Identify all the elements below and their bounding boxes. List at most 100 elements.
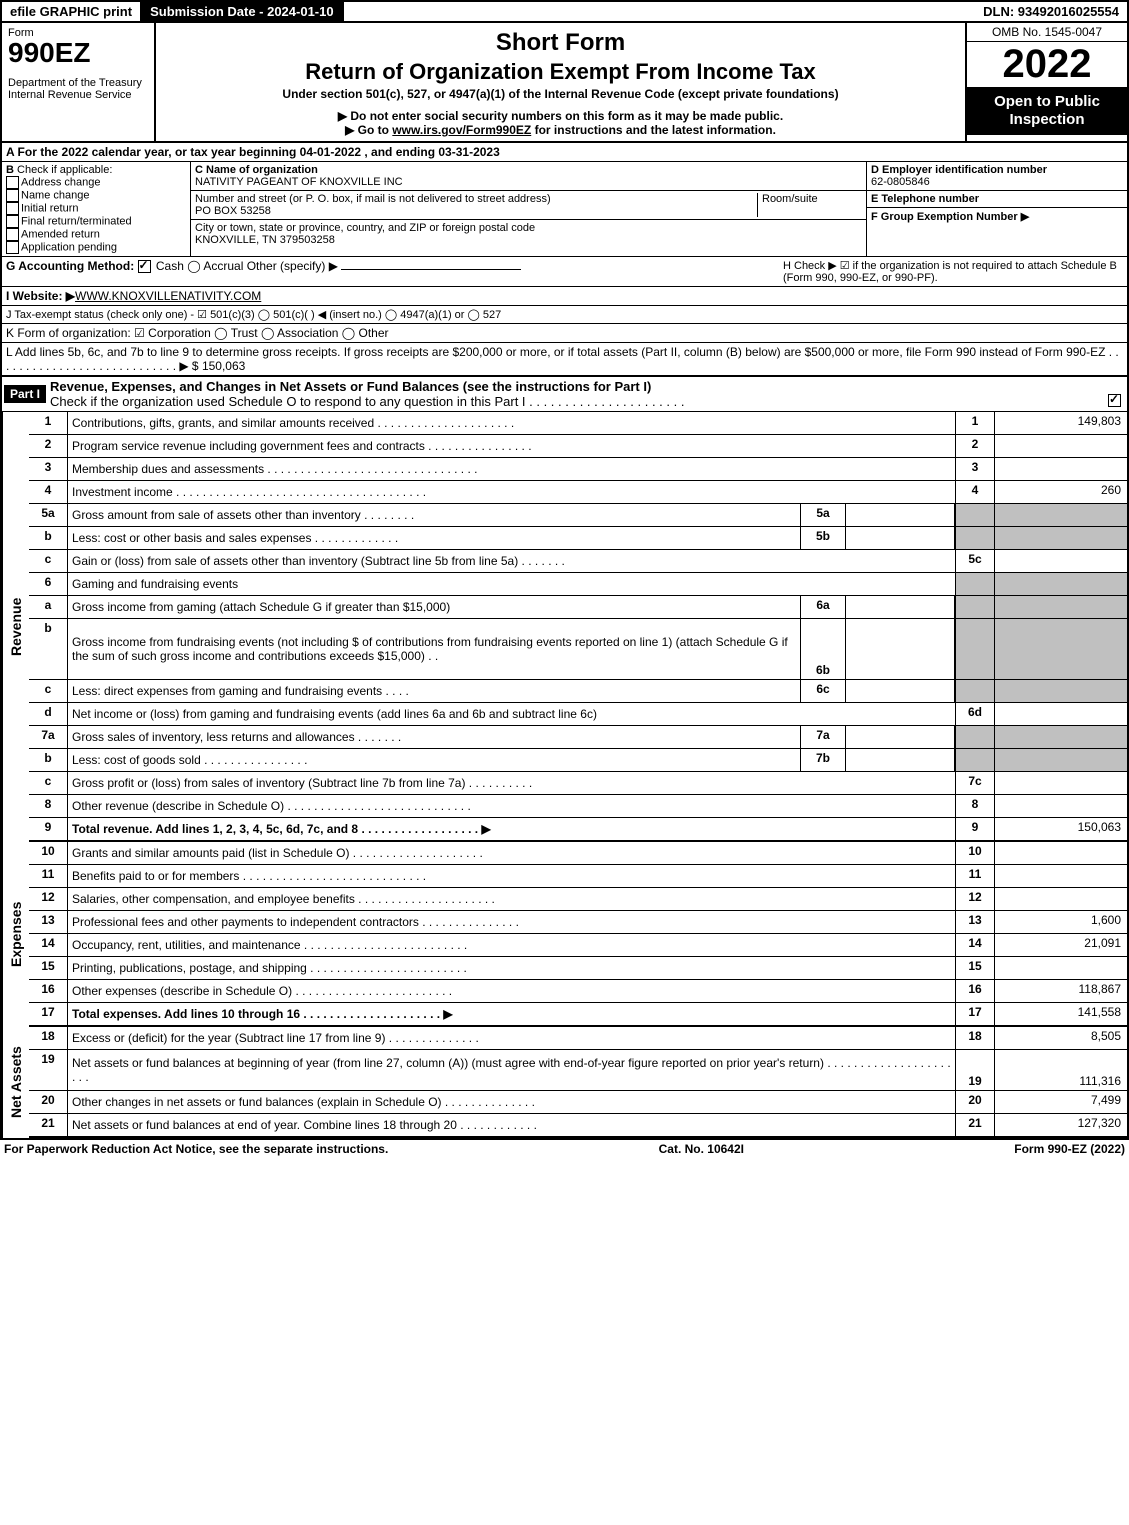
d-label: D Employer identification number <box>871 164 1047 176</box>
org-name: NATIVITY PAGEANT OF KNOXVILLE INC <box>195 176 403 188</box>
line-4-desc: Investment income . . . . . . . . . . . … <box>68 481 955 503</box>
line-6d-num: d <box>29 703 68 725</box>
line-5c-ref: 5c <box>955 550 994 572</box>
footer-center: Cat. No. 10642I <box>659 1142 744 1156</box>
form-header: Form 990EZ Department of the Treasury In… <box>2 23 1127 143</box>
checkbox-cash[interactable] <box>138 260 151 273</box>
g-label: G Accounting Method: <box>6 259 134 273</box>
line-16-desc: Other expenses (describe in Schedule O) … <box>68 980 955 1002</box>
short-form-title: Short Form <box>160 29 961 57</box>
line-7c-num: c <box>29 772 68 794</box>
line-19-desc: Net assets or fund balances at beginning… <box>68 1050 955 1090</box>
line-15-amt <box>994 957 1127 979</box>
line-11-num: 11 <box>29 865 68 887</box>
checkbox-app-pending[interactable] <box>6 241 19 254</box>
line-6d-ref: 6d <box>955 703 994 725</box>
line-6b-subval <box>846 619 955 679</box>
line-6a-desc: Gross income from gaming (attach Schedul… <box>68 596 800 618</box>
line-6-num: 6 <box>29 573 68 595</box>
box-de: D Employer identification number 62-0805… <box>867 162 1127 256</box>
c-name-row: C Name of organization NATIVITY PAGEANT … <box>191 162 866 191</box>
line-14-desc: Occupancy, rent, utilities, and maintena… <box>68 934 955 956</box>
line-21-desc: Net assets or fund balances at end of ye… <box>68 1114 955 1136</box>
line-10-ref: 10 <box>955 842 994 864</box>
line-6a-ref <box>955 596 994 618</box>
irs-link[interactable]: www.irs.gov/Form990EZ <box>392 123 531 137</box>
omb-number: OMB No. 1545-0047 <box>967 23 1127 42</box>
line-11-amt <box>994 865 1127 887</box>
line-16-num: 16 <box>29 980 68 1002</box>
c-addr-row: Number and street (or P. O. box, if mail… <box>191 191 866 220</box>
line-7c-amt <box>994 772 1127 794</box>
line-5a-desc: Gross amount from sale of assets other t… <box>68 504 800 526</box>
checkbox-amended[interactable] <box>6 228 19 241</box>
line-5a-amt <box>994 504 1127 526</box>
line-7b-num: b <box>29 749 68 771</box>
line-17-ref: 17 <box>955 1003 994 1025</box>
line-6c-desc: Less: direct expenses from gaming and fu… <box>68 680 800 702</box>
line-20-ref: 20 <box>955 1091 994 1113</box>
line-l: L Add lines 5b, 6c, and 7b to line 9 to … <box>2 343 1127 377</box>
line-6d-desc: Net income or (loss) from gaming and fun… <box>68 703 955 725</box>
header-right: OMB No. 1545-0047 2022 Open to Public In… <box>967 23 1127 141</box>
line-6b-ref <box>955 619 994 679</box>
line-6a-num: a <box>29 596 68 618</box>
line-5b-amt <box>994 527 1127 549</box>
line-11-ref: 11 <box>955 865 994 887</box>
city-label: City or town, state or province, country… <box>195 222 535 234</box>
expenses-sidebar: Expenses <box>2 842 29 1027</box>
line-8-amt <box>994 795 1127 817</box>
checkbox-final-return[interactable] <box>6 215 19 228</box>
netassets-section: Net Assets 18Excess or (deficit) for the… <box>2 1027 1127 1138</box>
c-label: C Name of organization <box>195 164 318 176</box>
opt-final-return: Final return/terminated <box>21 215 132 227</box>
line-5b-ref <box>955 527 994 549</box>
e-label: E Telephone number <box>871 193 979 205</box>
line-6-ref <box>955 573 994 595</box>
expenses-section: Expenses 10Grants and similar amounts pa… <box>2 842 1127 1027</box>
addr-label: Number and street (or P. O. box, if mail… <box>195 193 551 205</box>
c-city-row: City or town, state or province, country… <box>191 220 866 248</box>
info-grid: B Check if applicable: Address change Na… <box>2 162 1127 257</box>
line-9-num: 9 <box>29 818 68 840</box>
checkbox-address-change[interactable] <box>6 176 19 189</box>
line-6b-sub: 6b <box>800 619 846 679</box>
part-1-label: Part I <box>4 385 46 403</box>
line-5c-amt <box>994 550 1127 572</box>
f-label: F Group Exemption Number ▶ <box>871 211 1029 223</box>
ein-value: 62-0805846 <box>871 176 930 188</box>
line-i: I Website: ▶ WWW.KNOXVILLENATIVITY.COM <box>2 287 1127 306</box>
checkbox-name-change[interactable] <box>6 189 19 202</box>
line-20-amt: 7,499 <box>994 1091 1127 1113</box>
submission-date: Submission Date - 2024-01-10 <box>142 2 344 21</box>
line-6b-num: b <box>29 619 68 679</box>
line-a: A For the 2022 calendar year, or tax yea… <box>2 143 1127 162</box>
line-12-num: 12 <box>29 888 68 910</box>
part-1-check: Check if the organization used Schedule … <box>50 394 684 409</box>
checkbox-initial-return[interactable] <box>6 202 19 215</box>
line-10-amt <box>994 842 1127 864</box>
line-19-num: 19 <box>29 1050 68 1090</box>
line-2-ref: 2 <box>955 435 994 457</box>
header-left: Form 990EZ Department of the Treasury In… <box>2 23 156 141</box>
line-7c-desc: Gross profit or (loss) from sales of inv… <box>68 772 955 794</box>
line-6b-amt <box>994 619 1127 679</box>
line-21-num: 21 <box>29 1114 68 1136</box>
line-6c-ref <box>955 680 994 702</box>
line-18-desc: Excess or (deficit) for the year (Subtra… <box>68 1027 955 1049</box>
b-letter: B <box>6 164 14 176</box>
line-9-ref: 9 <box>955 818 994 840</box>
line-16-amt: 118,867 <box>994 980 1127 1002</box>
checkbox-schedule-o[interactable] <box>1108 394 1121 407</box>
revenue-sidebar: Revenue <box>2 412 29 842</box>
line-10-desc: Grants and similar amounts paid (list in… <box>68 842 955 864</box>
opt-app-pending: Application pending <box>21 241 117 253</box>
line-13-num: 13 <box>29 911 68 933</box>
line-5b-subval <box>846 527 955 549</box>
website-link[interactable]: WWW.KNOXVILLENATIVITY.COM <box>75 289 261 303</box>
line-13-ref: 13 <box>955 911 994 933</box>
line-12-desc: Salaries, other compensation, and employ… <box>68 888 955 910</box>
line-7a-amt <box>994 726 1127 748</box>
line-17-amt: 141,558 <box>994 1003 1127 1025</box>
line-7a-desc: Gross sales of inventory, less returns a… <box>68 726 800 748</box>
